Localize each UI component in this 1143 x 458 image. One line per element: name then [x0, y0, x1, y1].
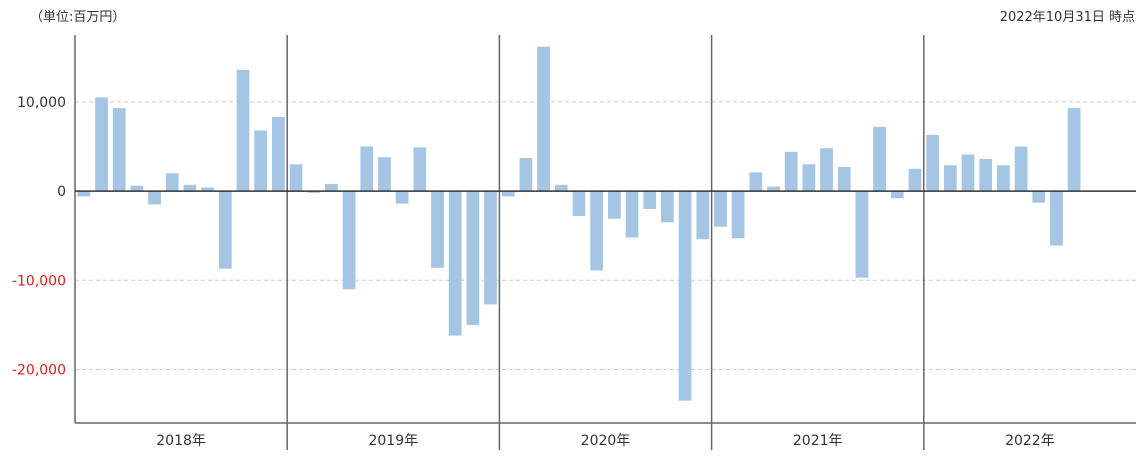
- bar: [554, 184, 568, 192]
- bar: [130, 185, 144, 192]
- bar: [572, 191, 586, 217]
- bar: [413, 147, 427, 192]
- bar: [307, 191, 321, 193]
- year-label: 2019年: [368, 433, 418, 449]
- bar: [1067, 108, 1081, 192]
- bar: [784, 151, 798, 192]
- bar: [873, 126, 886, 192]
- bar: [643, 191, 657, 209]
- axes: [74, 35, 1136, 450]
- bar: [908, 168, 922, 192]
- bar: [837, 167, 851, 192]
- bar: [607, 191, 621, 219]
- bar: [466, 191, 480, 325]
- bar: [943, 165, 957, 192]
- bar: [484, 191, 497, 305]
- bar: [112, 108, 126, 192]
- year-label: 2018年: [156, 433, 206, 449]
- bar: [926, 134, 940, 192]
- bar: [661, 191, 674, 223]
- bar: [749, 172, 763, 192]
- bar: [378, 157, 391, 192]
- bar: [360, 146, 374, 192]
- bar: [254, 130, 268, 192]
- bar: [325, 183, 338, 192]
- bar: [678, 191, 692, 401]
- bar: [1014, 146, 1028, 192]
- bar: [448, 191, 462, 336]
- year-label: 2022年: [1005, 433, 1055, 449]
- bar: [148, 191, 161, 205]
- bar: [165, 173, 179, 192]
- bar: [714, 191, 727, 227]
- bar: [820, 148, 833, 192]
- bar: [696, 191, 710, 240]
- bar: [77, 191, 91, 197]
- bar: [431, 191, 444, 268]
- bar: [890, 191, 904, 199]
- bar: [218, 191, 232, 269]
- labels: 10,000 0 -10,000 -20,000 2018年 2019年 2020年 2021…: [12, 95, 1055, 449]
- bar: [855, 191, 869, 278]
- bar: [236, 69, 250, 192]
- bar: [342, 191, 356, 290]
- grid-lines: [75, 101, 1136, 370]
- bar: [590, 191, 604, 271]
- bar: [961, 154, 975, 192]
- year-label: 2021年: [793, 433, 843, 449]
- bar: [997, 165, 1010, 192]
- bar: [802, 164, 816, 192]
- y-tick-label: -10,000: [12, 273, 66, 289]
- y-tick-label: -20,000: [12, 362, 66, 378]
- bar: [1032, 191, 1046, 203]
- bar: [201, 187, 214, 192]
- bar: [519, 158, 533, 192]
- as-of-date: 2022年10月31日 時点: [999, 10, 1135, 25]
- bar: [537, 46, 550, 192]
- bar: [1050, 191, 1063, 246]
- y-tick-label: 0: [57, 184, 66, 200]
- bar: [271, 117, 285, 192]
- bar: [731, 191, 745, 239]
- unit-label: （単位:百万円）: [30, 10, 126, 25]
- y-tick-label: 10,000: [17, 95, 66, 111]
- bar: [767, 186, 780, 192]
- year-label: 2020年: [581, 433, 631, 449]
- bar: [183, 184, 197, 192]
- bar: [395, 191, 409, 204]
- bar: [95, 97, 108, 192]
- bars: [77, 46, 1081, 401]
- bar: [289, 164, 303, 192]
- bar: [625, 191, 639, 238]
- bar: [501, 191, 515, 197]
- bar: [979, 158, 993, 192]
